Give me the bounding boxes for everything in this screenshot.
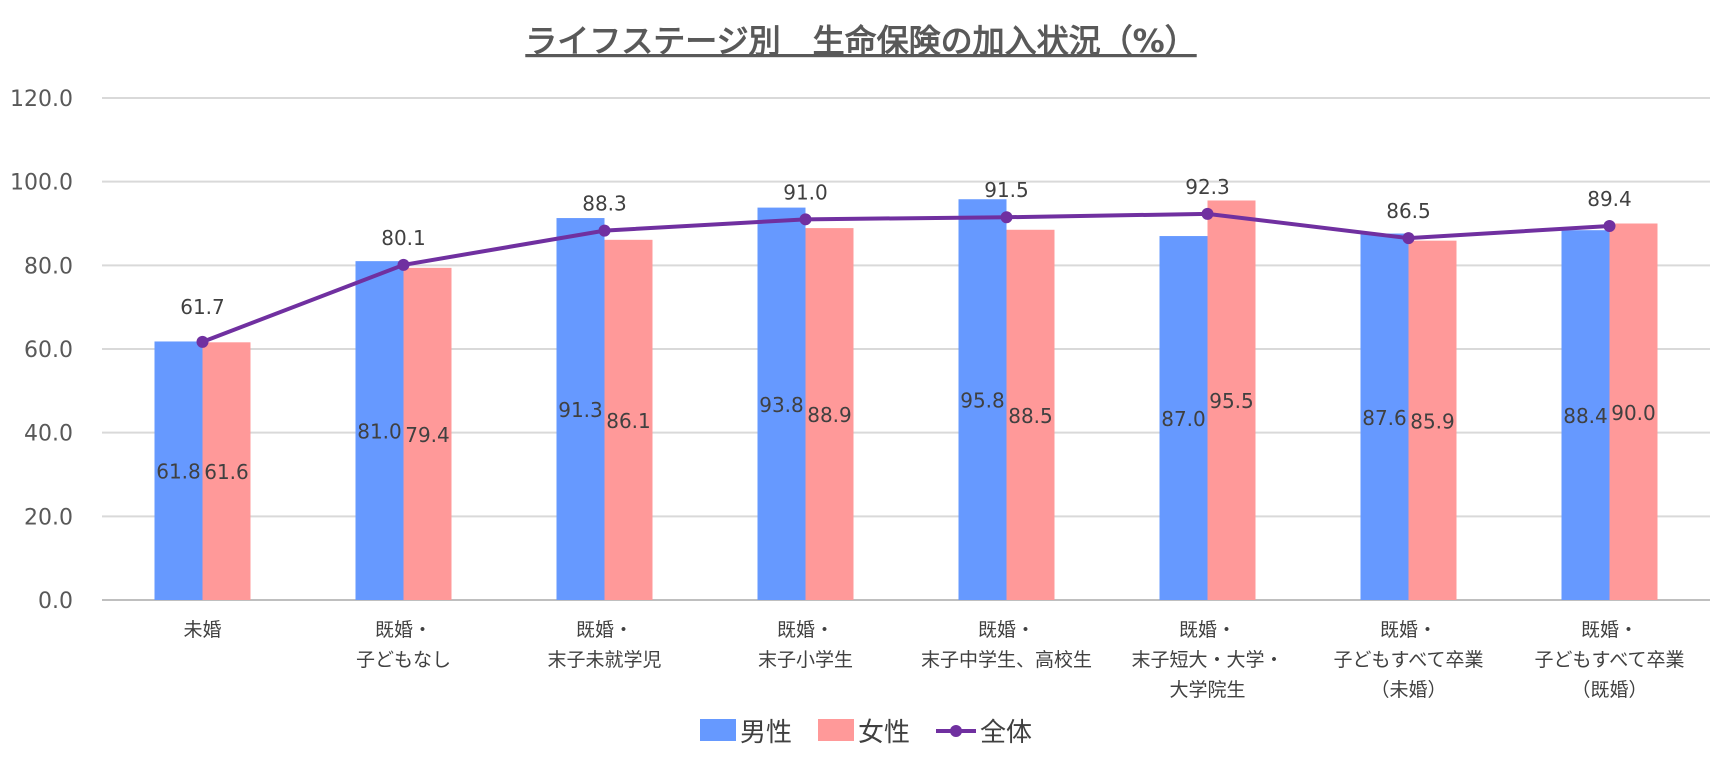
x-tick-label: 子どもなし bbox=[356, 649, 451, 671]
x-tick-label: 既婚・ bbox=[1581, 619, 1638, 641]
x-tick-label: 子どもすべて卒業 bbox=[1535, 649, 1685, 671]
bar-male bbox=[154, 341, 203, 600]
bar-data-label: 61.6 bbox=[204, 460, 249, 484]
bar-female bbox=[1207, 200, 1256, 600]
bar-female bbox=[1006, 229, 1055, 600]
legend-label: 男性 bbox=[740, 718, 792, 748]
line-total bbox=[201, 211, 1610, 344]
x-tick-label: 既婚・ bbox=[1179, 619, 1236, 641]
x-tick-label: 既婚・ bbox=[777, 619, 834, 641]
y-tick-label: 80.0 bbox=[24, 254, 73, 279]
line-data-label: 89.4 bbox=[1587, 187, 1632, 211]
x-tick-label: 既婚・ bbox=[375, 619, 432, 641]
line-data-label: 91.0 bbox=[783, 180, 828, 204]
bar-data-label: 88.4 bbox=[1563, 404, 1608, 428]
bar-data-label: 88.9 bbox=[807, 403, 852, 427]
y-tick-label: 60.0 bbox=[24, 338, 73, 363]
x-tick-label: 大学院生 bbox=[1169, 679, 1245, 701]
bar-data-label: 95.8 bbox=[960, 389, 1005, 413]
y-tick-label: 40.0 bbox=[24, 422, 73, 447]
bar-male bbox=[958, 199, 1007, 600]
x-tick-label: 末子短大・大学・ bbox=[1131, 649, 1283, 671]
legend: 男性 女性 全体 bbox=[700, 718, 1032, 748]
y-tick-label: 100.0 bbox=[10, 171, 73, 196]
bar-female bbox=[604, 239, 653, 600]
bar-male bbox=[556, 218, 605, 601]
bar-data-label: 85.9 bbox=[1410, 409, 1455, 433]
line-point bbox=[397, 258, 410, 271]
line-point bbox=[1603, 220, 1616, 233]
bar-female bbox=[403, 267, 452, 600]
bar-data-label: 93.8 bbox=[759, 393, 804, 417]
bar-female bbox=[1408, 240, 1457, 600]
bar-data-label: 81.0 bbox=[357, 420, 402, 444]
bar-female bbox=[1609, 223, 1658, 600]
bar-data-label: 86.1 bbox=[606, 409, 651, 433]
line-point bbox=[196, 335, 209, 348]
bar-male bbox=[355, 261, 404, 600]
bar-female bbox=[202, 342, 251, 600]
x-tick-label: 既婚・ bbox=[978, 619, 1035, 641]
x-tick-label: 既婚・ bbox=[576, 619, 633, 641]
line-point bbox=[598, 224, 611, 237]
x-tick-label: 既婚・ bbox=[1380, 619, 1437, 641]
x-tick-label: 末子小学生 bbox=[758, 649, 853, 671]
y-tick-label: 0.0 bbox=[38, 589, 73, 614]
bar-data-label: 61.8 bbox=[156, 460, 201, 484]
line-series bbox=[196, 207, 1616, 348]
line-point bbox=[1201, 207, 1214, 220]
legend-label: 女性 bbox=[858, 718, 910, 748]
bar-male bbox=[757, 207, 806, 600]
x-tick-label: 末子中学生、高校生 bbox=[921, 649, 1092, 671]
line-data-label: 61.7 bbox=[180, 295, 225, 319]
legend-swatch bbox=[818, 719, 854, 741]
bar-male bbox=[1561, 230, 1610, 600]
bar-data-label: 90.0 bbox=[1611, 401, 1656, 425]
x-tick-label: 子どもすべて卒業 bbox=[1334, 649, 1484, 671]
line-point bbox=[1000, 211, 1013, 224]
legend-label: 全体 bbox=[980, 718, 1032, 748]
y-tick-label: 20.0 bbox=[24, 505, 73, 530]
bar-female bbox=[805, 228, 854, 600]
bar-data-label: 87.6 bbox=[1362, 406, 1407, 430]
data-labels: 61.8 81.0 91.3 93.8 95.8 87.0 87.6 88.4 61.6 79.4… bbox=[156, 175, 1656, 484]
bar-data-label: 95.5 bbox=[1209, 389, 1254, 413]
bar-male bbox=[1159, 236, 1208, 601]
x-tick-label: 未婚 bbox=[183, 619, 221, 641]
line-data-label: 92.3 bbox=[1185, 175, 1230, 199]
x-tick-label: （未婚） bbox=[1370, 679, 1446, 701]
chart-title: ライフステージ別 生命保険の加入状況（%） bbox=[525, 22, 1196, 60]
x-axis: 未婚 既婚・子どもなし既婚・末子未就学児既婚・末子小学生既婚・末子中学生、高校生既… bbox=[183, 619, 1684, 701]
bar-male bbox=[1360, 233, 1409, 601]
line-data-label: 86.5 bbox=[1386, 199, 1431, 223]
x-tick-label: （既婚） bbox=[1571, 679, 1647, 701]
bar-data-label: 91.3 bbox=[558, 398, 603, 422]
line-data-label: 88.3 bbox=[582, 192, 627, 216]
line-point bbox=[799, 213, 812, 226]
line-point bbox=[1402, 232, 1415, 245]
bars bbox=[154, 199, 1658, 601]
legend-swatch bbox=[700, 719, 736, 741]
bar-data-label: 88.5 bbox=[1008, 404, 1053, 428]
x-tick-label: 末子未就学児 bbox=[547, 649, 661, 671]
y-tick-label: 120.0 bbox=[10, 87, 73, 112]
line-data-label: 91.5 bbox=[984, 178, 1029, 202]
bar-data-label: 79.4 bbox=[405, 423, 450, 447]
bar-data-label: 87.0 bbox=[1161, 407, 1206, 431]
legend-marker bbox=[950, 725, 962, 737]
line-data-label: 80.1 bbox=[381, 226, 426, 250]
